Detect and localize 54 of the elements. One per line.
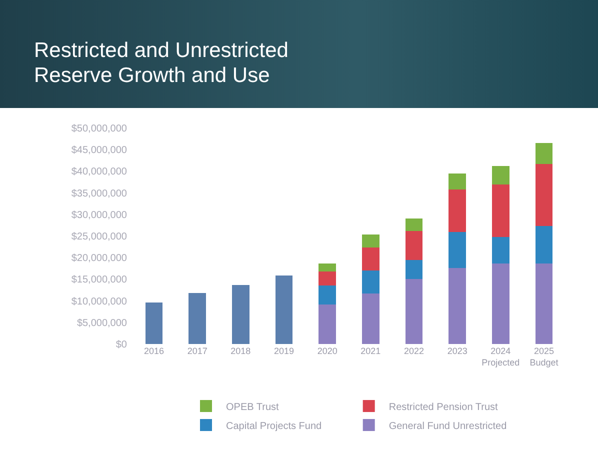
bar (535, 164, 553, 226)
bar (362, 293, 380, 344)
x-tick-label: 2017 (187, 346, 208, 356)
bar (145, 302, 163, 344)
legend-label: Restricted Pension Trust (388, 402, 498, 413)
y-tick-label: $10,000,000 (71, 296, 128, 308)
bar (318, 271, 336, 286)
bar (535, 264, 553, 344)
x-tick-label: 2020 (317, 346, 338, 356)
bar (535, 226, 553, 264)
bar (448, 189, 466, 232)
bar (362, 270, 380, 294)
y-tick-label: $0 (116, 340, 128, 350)
bar (492, 166, 510, 185)
bar (232, 284, 250, 344)
x-tick-label: 2022 (404, 346, 424, 356)
bar (405, 260, 423, 279)
chart-title: Restricted and Unrestricted Reserve Growth and Use (34, 38, 288, 88)
bar (492, 236, 510, 264)
x-tick-label: 2024 Projected (482, 346, 520, 368)
x-tick-label: 2021 (360, 346, 381, 356)
bar (448, 173, 466, 190)
bar (405, 278, 423, 344)
bar (362, 248, 380, 271)
bar (405, 218, 423, 231)
bar (362, 234, 380, 248)
y-tick-label: $30,000,000 (71, 210, 128, 221)
y-tick-label: $20,000,000 (71, 253, 128, 264)
bar (448, 268, 466, 344)
y-tick-label: $40,000,000 (71, 166, 128, 178)
y-tick-label: $35,000,000 (71, 188, 128, 200)
legend-label: Capital Projects Fund (226, 420, 322, 432)
bar (535, 143, 553, 164)
legend-label: General Fund Unrestricted (388, 420, 507, 432)
y-tick-label: $5,000,000 (76, 318, 128, 329)
x-tick-label: 2018 (230, 346, 251, 356)
y-tick-label: $50,000,000 (71, 124, 128, 134)
y-tick-label: $25,000,000 (71, 232, 128, 242)
legend-label: OPEB Trust (226, 402, 280, 413)
bar (405, 230, 423, 260)
bar (275, 275, 293, 344)
bar (318, 304, 336, 344)
bar (318, 286, 336, 304)
bar (448, 232, 466, 268)
x-tick-label: 2025 Budget (530, 346, 559, 368)
y-tick-label: $45,000,000 (71, 145, 128, 156)
y-tick-label: $15,000,000 (71, 274, 128, 286)
bar (318, 264, 336, 272)
bar (188, 293, 206, 344)
x-tick-label: 2023 (447, 346, 468, 356)
bar (492, 264, 510, 344)
x-tick-label: 2019 (274, 346, 294, 356)
x-tick-label: 2016 (144, 346, 164, 356)
bar (492, 184, 510, 237)
